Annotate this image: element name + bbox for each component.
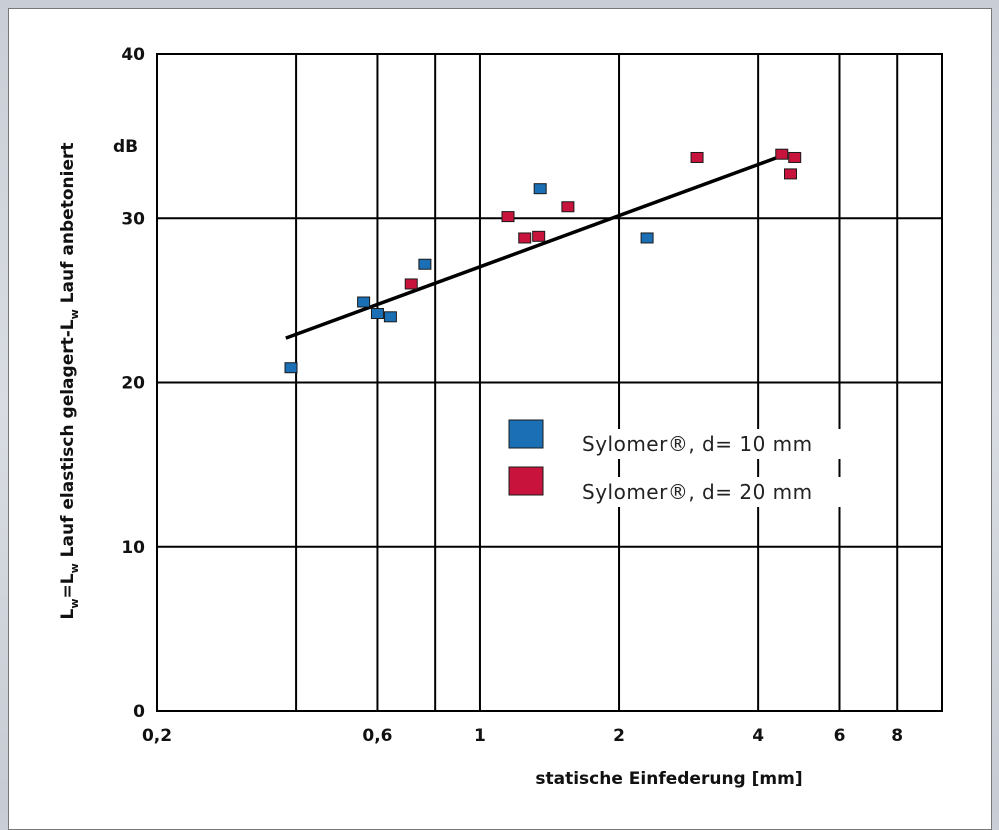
y-tick-label: 0 (133, 702, 145, 722)
data-point-d10 (640, 232, 654, 244)
y-axis-label-part: =L (58, 573, 78, 598)
data-point-d20 (404, 278, 418, 290)
x-tick-labels: 0,2 0,6 1 2 4 6 8 (142, 726, 903, 746)
data-point-d10 (370, 308, 384, 320)
x-tick-label: 8 (891, 726, 903, 746)
x-tick-label: 1 (474, 726, 486, 746)
x-tick-label: 4 (752, 726, 764, 746)
data-point-d10 (533, 183, 547, 195)
data-point-d20 (775, 148, 789, 160)
legend-label-bg (577, 477, 849, 507)
legend-label-bg (577, 429, 849, 459)
x-tick-label: 0,2 (142, 726, 172, 746)
plot-border (156, 53, 943, 712)
legend: Sylomer®, d= 10 mm Sylomer®, d= 20 mm (508, 419, 849, 507)
y-tick-label: 20 (121, 374, 145, 394)
y-axis-label-part: L (58, 609, 78, 620)
y-axis-label-subscript: w (68, 563, 81, 573)
data-point-d10 (418, 258, 432, 270)
trend-line (285, 155, 778, 340)
data-point-d10 (357, 296, 371, 308)
y-unit-label: dB (113, 137, 138, 157)
y-axis-label-subscript: w (68, 309, 81, 319)
y-axis-label-part: Lauf elastisch gelagert-L (58, 319, 78, 563)
data-point-d20 (561, 201, 575, 213)
grid-lines (157, 54, 942, 711)
x-axis-label: statische Einfederung [mm] (535, 769, 802, 789)
y-tick-label: 40 (121, 45, 145, 65)
legend-swatch-d20 (508, 466, 544, 496)
chart-frame: Sylomer®, d= 10 mm Sylomer®, d= 20 mm 0,2… (8, 8, 992, 830)
legend-label-d10: Sylomer®, d= 10 mm (582, 432, 813, 456)
y-tick-label: 10 (121, 538, 145, 558)
data-point-d20 (532, 230, 546, 242)
scatter-chart: Sylomer®, d= 10 mm Sylomer®, d= 20 mm 0,2… (58, 45, 943, 789)
legend-label-d20: Sylomer®, d= 20 mm (582, 480, 813, 504)
x-tick-label: 0,6 (362, 726, 392, 746)
data-point-d20 (690, 151, 704, 163)
trend-line-group (285, 155, 778, 340)
x-tick-label: 2 (613, 726, 625, 746)
data-point-d20 (783, 168, 797, 180)
legend-swatch-d10 (508, 419, 544, 449)
y-axis-label: Lw=Lw Lauf elastisch gelagert-Lw Lauf an… (58, 143, 81, 620)
data-point-d10 (284, 362, 298, 374)
y-axis-label-subscript: w (68, 598, 81, 608)
data-point-d10 (383, 311, 397, 323)
data-point-d20 (501, 211, 515, 223)
data-point-d20 (518, 232, 532, 244)
data-points (284, 148, 802, 374)
y-tick-label: 30 (121, 209, 145, 229)
y-tick-labels: 0 10 20 30 40 (121, 45, 145, 722)
y-axis-label-part: Lauf anbetoniert (58, 143, 78, 310)
x-tick-label: 6 (834, 726, 846, 746)
data-point-d20 (788, 151, 802, 163)
